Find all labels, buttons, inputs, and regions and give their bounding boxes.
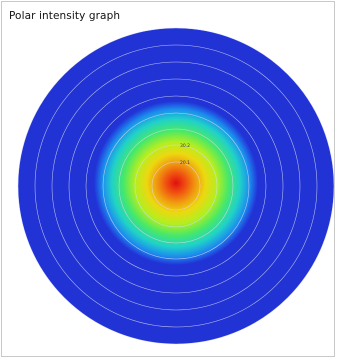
polar-ring-2 bbox=[34, 44, 318, 328]
polar-ring-9 bbox=[151, 161, 201, 211]
polar-ring-5 bbox=[85, 95, 267, 277]
polar-ring-6 bbox=[102, 112, 250, 260]
polar-ring-8 bbox=[134, 144, 218, 228]
ring-labels: 30.2 20.1 bbox=[180, 143, 190, 166]
intensity-field bbox=[94, 101, 258, 265]
chart-title: Polar intensity graph bbox=[9, 10, 121, 22]
polar-ring-4 bbox=[68, 78, 284, 294]
ring-label-8: 30.2 bbox=[180, 143, 190, 149]
polar-ring-1 bbox=[17, 27, 335, 345]
polar-rings bbox=[17, 27, 335, 345]
polar-ring-3 bbox=[51, 61, 301, 311]
ring-label-9: 20.1 bbox=[180, 160, 190, 166]
polar-ring-7 bbox=[118, 128, 234, 244]
